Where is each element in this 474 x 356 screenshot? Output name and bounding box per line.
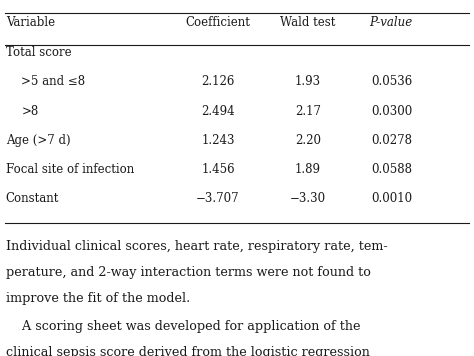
Text: Age (>7 d): Age (>7 d)	[6, 134, 70, 147]
Text: >5 and ≤8: >5 and ≤8	[21, 75, 85, 89]
Text: 0.0278: 0.0278	[372, 134, 412, 147]
Text: A scoring sheet was developed for application of the: A scoring sheet was developed for applic…	[6, 320, 360, 333]
Text: 1.456: 1.456	[201, 163, 235, 176]
Text: Individual clinical scores, heart rate, respiratory rate, tem-: Individual clinical scores, heart rate, …	[6, 240, 387, 253]
Text: 2.126: 2.126	[201, 75, 235, 89]
Text: clinical sepsis score derived from the logistic regression: clinical sepsis score derived from the l…	[6, 346, 370, 356]
Text: 2.20: 2.20	[295, 134, 321, 147]
Text: 1.93: 1.93	[295, 75, 321, 89]
Text: improve the fit of the model.: improve the fit of the model.	[6, 292, 190, 305]
Text: 2.494: 2.494	[201, 105, 235, 118]
Text: perature, and 2-way interaction terms were not found to: perature, and 2-way interaction terms we…	[6, 266, 371, 279]
Text: Variable: Variable	[6, 16, 55, 29]
Text: 0.0300: 0.0300	[371, 105, 412, 118]
Text: Constant: Constant	[6, 192, 59, 205]
Text: Wald test: Wald test	[281, 16, 336, 29]
Text: Focal site of infection: Focal site of infection	[6, 163, 134, 176]
Text: −3.707: −3.707	[196, 192, 240, 205]
Text: 0.0010: 0.0010	[371, 192, 412, 205]
Text: Coefficient: Coefficient	[186, 16, 250, 29]
Text: >8: >8	[21, 105, 38, 118]
Text: 1.89: 1.89	[295, 163, 321, 176]
Text: Total score: Total score	[6, 46, 71, 59]
Text: 2.17: 2.17	[295, 105, 321, 118]
Text: P-value: P-value	[369, 16, 412, 29]
Text: 1.243: 1.243	[201, 134, 235, 147]
Text: 0.0588: 0.0588	[372, 163, 412, 176]
Text: −3.30: −3.30	[290, 192, 326, 205]
Text: 0.0536: 0.0536	[371, 75, 412, 89]
